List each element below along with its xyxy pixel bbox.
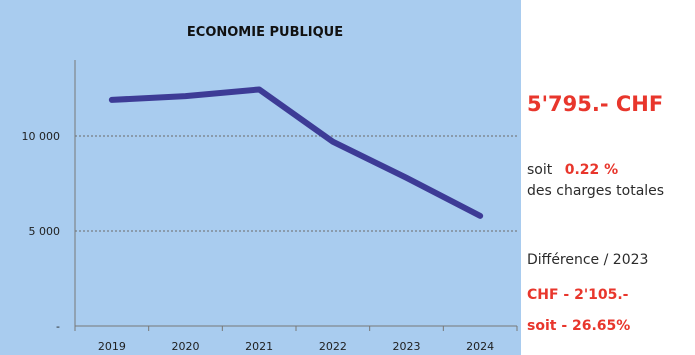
- summary-panel: 5'795.- CHF soit 0.22 % des charges tota…: [527, 0, 695, 355]
- share-percent: 0.22 %: [564, 162, 619, 178]
- y-tick-label: -: [56, 320, 60, 333]
- series-line: [108, 86, 484, 219]
- difference-label: Différence / 2023: [527, 252, 649, 268]
- gridlines: [75, 135, 517, 232]
- series-polyline: [108, 86, 484, 219]
- x-tick-label: 2021: [245, 340, 273, 353]
- x-tick-label: 2019: [98, 340, 126, 353]
- chart-title: ECONOMIE PUBLIQUE: [187, 25, 343, 40]
- total-amount: 5'795.- CHF: [527, 92, 664, 116]
- soit-label: soit: [527, 162, 553, 178]
- x-tick-label: 2022: [319, 340, 347, 353]
- x-tick-labels: 2019 2020 2021 2022 2023 2024: [98, 340, 494, 353]
- y-tick-label: 10 000: [22, 130, 61, 143]
- charges-text: des charges totales: [527, 183, 665, 199]
- x-tick-label: 2023: [393, 340, 421, 353]
- difference-percent: soit - 26.65%: [527, 318, 631, 334]
- difference-chf: CHF - 2'105.-: [527, 287, 629, 303]
- y-tick-labels: - 5 000 10 000: [22, 130, 61, 333]
- x-tick-label: 2020: [172, 340, 200, 353]
- x-tick-label: 2024: [466, 340, 494, 353]
- x-ticks: [74, 326, 518, 331]
- y-tick-label: 5 000: [29, 225, 61, 238]
- share-line: soit 0.22 %: [527, 162, 618, 178]
- chart-panel: ECONOMIE PUBLIQUE -5 000 10 000 2019 2020 2…: [0, 0, 521, 355]
